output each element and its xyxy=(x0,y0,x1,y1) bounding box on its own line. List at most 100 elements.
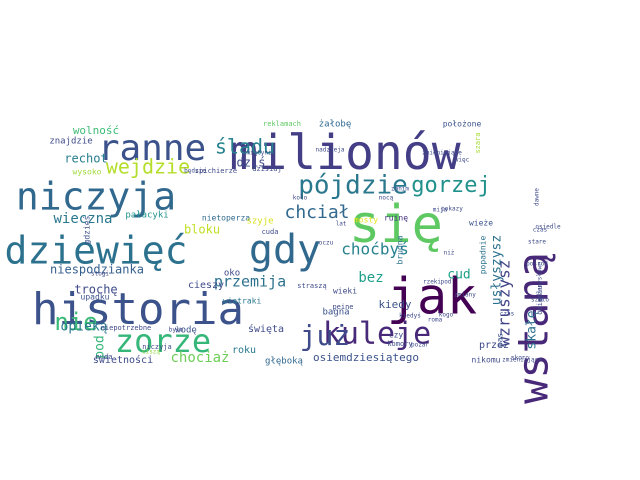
cloud-word: zmieniające xyxy=(422,150,462,157)
cloud-word: usłyszysz xyxy=(490,235,505,305)
cloud-word: pokazy xyxy=(441,206,463,213)
cloud-word: wolność xyxy=(73,124,119,137)
cloud-word: mosty xyxy=(354,216,378,225)
cloud-word: dawne xyxy=(534,188,541,206)
cloud-word: szyje xyxy=(246,217,273,227)
cloud-word: ciszą xyxy=(142,349,160,356)
cloud-word: żałobę xyxy=(319,120,352,130)
cloud-word: się xyxy=(349,195,443,255)
cloud-word: nuda xyxy=(96,353,113,361)
cloud-word: pas xyxy=(496,333,505,348)
cloud-word: czas xyxy=(500,311,515,318)
cloud-word: wieki xyxy=(333,287,357,296)
cloud-word: ranne xyxy=(98,128,206,169)
cloud-word: cuda xyxy=(262,228,279,236)
cloud-word: choćbyś xyxy=(341,240,408,259)
cloud-word: święta xyxy=(248,323,284,335)
cloud-word: wstaną xyxy=(509,252,558,404)
cloud-word: rechot xyxy=(64,152,107,166)
cloud-word: pożar xyxy=(411,342,429,349)
cloud-word: jak xyxy=(387,268,477,326)
cloud-word: wysoko xyxy=(73,168,102,177)
cloud-word: nocą xyxy=(379,195,394,202)
cloud-word: niczyja xyxy=(16,175,176,219)
cloud-word: lat xyxy=(336,221,347,228)
cloud-word: przemija xyxy=(214,273,286,291)
cloud-word: bloku xyxy=(184,223,220,237)
cloud-word: skałę xyxy=(525,310,540,349)
cloud-word: pałacyki xyxy=(125,211,168,221)
cloud-word: już xyxy=(300,319,351,352)
cloud-word: straszą xyxy=(297,282,327,290)
cloud-word: brudna xyxy=(396,235,405,264)
cloud-word: pójdzie xyxy=(298,171,408,201)
cloud-word: niczyja xyxy=(142,343,172,351)
cloud-word: przez xyxy=(479,340,509,351)
cloud-word: stogi xyxy=(91,271,109,278)
cloud-word: komory xyxy=(387,340,412,348)
cloud-word: ruinę xyxy=(384,214,408,223)
cloud-word: szkło xyxy=(531,297,549,304)
cloud-word: zmiany xyxy=(454,292,476,299)
cloud-word: oko xyxy=(224,269,240,279)
cloud-word: dzisiaj xyxy=(252,165,282,173)
cloud-word: niż xyxy=(444,250,455,257)
cloud-word: zmieniające xyxy=(502,357,542,364)
cloud-word: skoro xyxy=(511,355,529,362)
cloud-word: osiemdziesiątego xyxy=(313,351,419,364)
cloud-word: głęboką xyxy=(265,357,303,367)
cloud-word: kogo xyxy=(439,312,454,319)
cloud-word: niepotrzebne xyxy=(101,324,152,332)
cloud-word: upadku xyxy=(81,293,110,302)
cloud-word: dziewięć xyxy=(4,229,187,273)
cloud-word: kiedyś xyxy=(399,313,421,320)
cloud-word: roku xyxy=(232,345,256,356)
cloud-word: wieczna xyxy=(53,211,112,227)
cloud-word: osiedlu xyxy=(536,285,544,315)
cloud-word: przemysłowe xyxy=(537,262,544,302)
cloud-word: czas xyxy=(533,227,548,234)
cloud-word: opieką xyxy=(61,320,108,335)
cloud-word: zorze xyxy=(115,322,211,360)
cloud-word: niespodzianka xyxy=(50,263,144,277)
cloud-word: milionów xyxy=(229,125,460,181)
cloud-word: świetności xyxy=(93,354,153,366)
cloud-word: zanim xyxy=(391,186,409,193)
cloud-word: pośród xyxy=(526,261,548,268)
cloud-word: wodę xyxy=(175,326,197,336)
cloud-word: więc xyxy=(455,157,470,164)
cloud-word: nie xyxy=(54,308,97,336)
cloud-word: osiedle xyxy=(535,224,561,231)
word-group: milionów historia dziewięć niczyja się jak ran… xyxy=(4,120,561,404)
cloud-word: wejdzie xyxy=(106,155,190,179)
cloud-word: wiatraki xyxy=(223,297,262,306)
cloud-word: wzruszysz xyxy=(495,260,514,347)
cloud-word: stare xyxy=(528,239,546,246)
cloud-word: spichierze xyxy=(195,167,237,175)
cloud-word: roma xyxy=(428,317,443,324)
cloud-word: chociaż xyxy=(170,350,229,366)
cloud-word: peine xyxy=(332,303,353,311)
cloud-word: cieszy xyxy=(188,280,224,291)
cloud-word: mija xyxy=(433,207,448,214)
cloud-word: gdzieś xyxy=(82,215,92,244)
cloud-word: położone xyxy=(443,120,482,129)
cloud-word: oczu xyxy=(319,240,334,247)
cloud-word: rzeki xyxy=(423,279,441,286)
cloud-word: będzie xyxy=(184,168,206,175)
cloud-word: gorzej xyxy=(411,173,490,198)
cloud-word: dziś xyxy=(237,156,266,170)
cloud-word: reklamach xyxy=(263,120,301,128)
cloud-word: czy xyxy=(389,331,404,340)
cloud-word: pod xyxy=(441,279,452,286)
cloud-word: było xyxy=(169,327,184,334)
cloud-word: kiedy xyxy=(378,298,411,311)
cloud-word: nadzieja xyxy=(316,147,345,154)
cloud-word: popadnie xyxy=(479,236,488,275)
cloud-word: śladu xyxy=(215,135,275,159)
cloud-word: nikomu xyxy=(472,356,501,365)
cloud-word: chciał xyxy=(284,202,349,223)
cloud-word: historia xyxy=(32,284,244,335)
